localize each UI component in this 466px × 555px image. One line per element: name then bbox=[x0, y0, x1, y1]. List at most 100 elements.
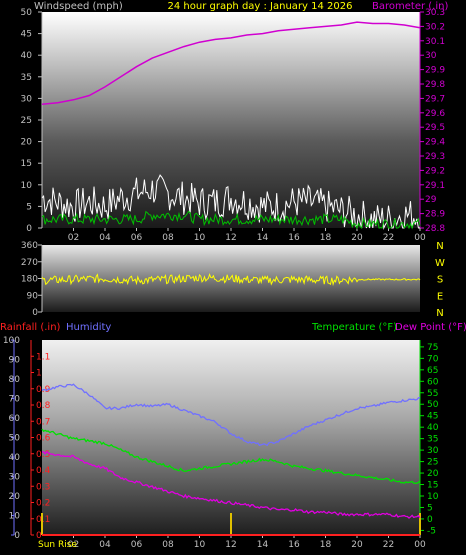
temperature-line bbox=[41, 428, 421, 484]
temperature-axis-label: Temperature (°F) bbox=[311, 322, 397, 333]
temp-tick-label: 75 bbox=[427, 343, 438, 353]
humidity-tick-label: 70 bbox=[9, 395, 21, 405]
panel3-x-ticks: 02 04 06 08 10 12 14 16 18 20 22 00 bbox=[68, 535, 426, 550]
panel2-series bbox=[41, 273, 421, 287]
humidity-axis-label: Humidity bbox=[66, 322, 111, 333]
compass-label: W bbox=[435, 258, 445, 269]
temp-tick-label: 30 bbox=[427, 446, 439, 456]
rainfall-tick-label: 0 bbox=[36, 531, 42, 541]
barometer-tick-label: 29.2 bbox=[425, 166, 445, 176]
panel2-left-ticks: 0 90 180 270 360 bbox=[21, 241, 42, 318]
time-tick-label: 16 bbox=[288, 233, 300, 243]
temp-tick-label: 25 bbox=[427, 458, 438, 468]
temp-tick-label: 0 bbox=[427, 515, 433, 525]
wind-tick-label: 0 bbox=[26, 224, 32, 234]
humidity-tick-label: 10 bbox=[9, 512, 21, 522]
wind-tick-label: 45 bbox=[21, 30, 32, 40]
wind-tick-label: 10 bbox=[21, 181, 33, 191]
time-tick-label: 18 bbox=[320, 233, 332, 243]
direction-tick-label: 180 bbox=[21, 275, 38, 285]
humidity-tick-label: 0 bbox=[14, 531, 20, 541]
barometer-tick-label: 29.6 bbox=[425, 109, 445, 119]
wind-gust-line bbox=[41, 174, 421, 230]
barometer-tick-label: 29.4 bbox=[425, 138, 445, 148]
direction-tick-label: 0 bbox=[32, 308, 38, 318]
humidity-tick-label: 80 bbox=[9, 375, 21, 385]
temp-tick-label: 65 bbox=[427, 366, 438, 376]
wind-average-line bbox=[41, 210, 421, 230]
rainfall-tick-label: 1 bbox=[36, 369, 42, 379]
barometer-tick-label: 29.1 bbox=[425, 181, 445, 191]
chart-title: 24 hour graph day : January 14 2026 bbox=[168, 1, 353, 12]
rainfall-axis-label: Rainfall (.in) bbox=[0, 322, 61, 333]
time-tick-label: 00 bbox=[414, 540, 426, 550]
humidity-tick-label: 30 bbox=[9, 473, 21, 483]
time-tick-label: 08 bbox=[162, 233, 174, 243]
humidity-tick-label: 40 bbox=[9, 453, 21, 463]
time-tick-label: 02 bbox=[68, 233, 79, 243]
direction-tick-label: 90 bbox=[27, 291, 39, 301]
humidity-tick-label: 50 bbox=[9, 434, 21, 444]
dewpoint-axis-label: Dew Point (°F) bbox=[395, 322, 466, 333]
barometer-tick-label: 30.3 bbox=[425, 8, 445, 18]
rainfall-tick-label: 1.1 bbox=[36, 352, 50, 362]
temp-tick-label: 40 bbox=[427, 423, 439, 433]
panel1-background bbox=[42, 12, 420, 228]
compass-label: E bbox=[437, 291, 443, 302]
humidity-line bbox=[41, 383, 421, 447]
wind-tick-label: 40 bbox=[21, 51, 33, 61]
wind-tick-label: 50 bbox=[21, 8, 33, 18]
rainfall-tick-label: 0.8 bbox=[36, 401, 51, 411]
compass-label: N bbox=[436, 241, 443, 252]
barometer-tick-label: 28.8 bbox=[425, 224, 445, 234]
barometer-tick-label: 29.7 bbox=[425, 94, 445, 104]
wind-tick-label: 5 bbox=[26, 202, 32, 212]
direction-tick-label: 360 bbox=[21, 241, 38, 251]
wind-direction-line bbox=[41, 273, 421, 287]
barometer-tick-label: 29 bbox=[425, 195, 437, 205]
barometer-tick-label: 29.3 bbox=[425, 152, 445, 162]
barometer-tick-label: 30 bbox=[425, 51, 437, 61]
temp-tick-label: 55 bbox=[427, 389, 438, 399]
wind-tick-label: 35 bbox=[21, 73, 32, 83]
rainfall-tick-label: 0.5 bbox=[36, 450, 50, 460]
humidity-tick-label: 90 bbox=[9, 356, 21, 366]
temp-tick-label: -5 bbox=[427, 526, 436, 536]
time-tick-label: 20 bbox=[351, 540, 363, 550]
barometer-tick-label: 29.9 bbox=[425, 66, 445, 76]
time-tick-label: 12 bbox=[225, 540, 236, 550]
wind-tick-label: 15 bbox=[21, 159, 32, 169]
panel3-background bbox=[42, 340, 420, 535]
time-tick-label: 22 bbox=[383, 233, 394, 243]
time-tick-label: 06 bbox=[131, 233, 143, 243]
temp-tick-label: 60 bbox=[427, 377, 439, 387]
barometer-tick-label: 30.2 bbox=[425, 22, 445, 32]
rainfall-tick-label: 0.7 bbox=[36, 417, 50, 427]
barometer-tick-label: 28.9 bbox=[425, 210, 445, 220]
time-tick-label: 04 bbox=[99, 540, 111, 550]
panel3-day-markers bbox=[41, 513, 421, 535]
compass-label: S bbox=[437, 275, 443, 286]
time-tick-label: 20 bbox=[351, 233, 363, 243]
time-tick-label: 12 bbox=[225, 233, 236, 243]
compass-label: N bbox=[436, 308, 443, 319]
time-tick-label: 08 bbox=[162, 540, 174, 550]
direction-tick-label: 270 bbox=[21, 258, 38, 268]
temp-tick-label: 50 bbox=[427, 400, 439, 410]
temp-tick-label: 70 bbox=[427, 354, 439, 364]
panel1-series bbox=[41, 21, 421, 230]
rainfall-tick-label: 0.2 bbox=[36, 499, 50, 509]
panel3-humidity-ticks: 0 10 20 30 40 50 60 70 80 90 100 bbox=[3, 336, 20, 541]
panel1-right-ticks: 28.8 28.9 29 29.1 29.2 29.3 29.4 29.5 29.6 29.7 29… bbox=[420, 8, 445, 234]
humidity-tick-label: 20 bbox=[9, 492, 21, 502]
time-tick-label: 16 bbox=[288, 540, 300, 550]
time-tick-label: 14 bbox=[257, 233, 269, 243]
temp-tick-label: 35 bbox=[427, 435, 438, 445]
rainfall-tick-label: 0.6 bbox=[36, 434, 51, 444]
time-tick-label: 18 bbox=[320, 540, 332, 550]
barometer-axis-label: Barometer (.in) bbox=[372, 1, 448, 12]
